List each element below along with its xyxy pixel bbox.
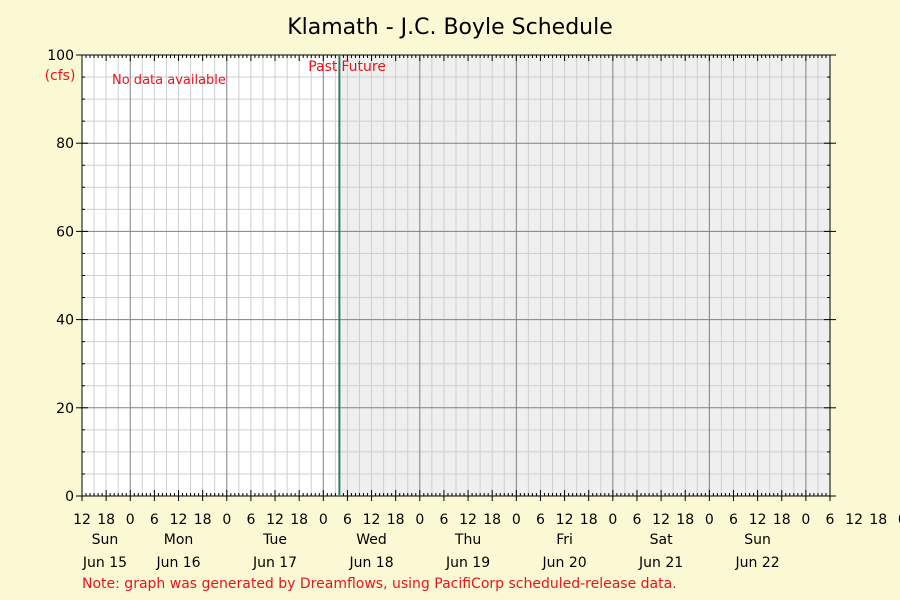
weekday-label: Fri [556, 532, 573, 548]
hour-tick-label: 18 [290, 512, 308, 528]
hour-tick-label: 12 [73, 512, 91, 528]
date-label: Jun 21 [638, 555, 683, 571]
hour-tick-label: 6 [439, 512, 448, 528]
hour-tick-label: 18 [869, 512, 887, 528]
weekday-label: Sun [744, 532, 771, 548]
hour-tick-label: 6 [343, 512, 352, 528]
hour-tick-label: 12 [652, 512, 670, 528]
date-label: Jun 20 [542, 555, 587, 571]
hour-tick-label: 6 [150, 512, 159, 528]
footer-note: Note: graph was generated by Dreamflows,… [82, 576, 677, 592]
hour-tick-label: 12 [266, 512, 284, 528]
date-label: Jun 17 [252, 555, 297, 571]
hour-tick-label: 6 [536, 512, 545, 528]
weekday-label: Sun [92, 532, 119, 548]
hour-tick-label: 18 [97, 512, 115, 528]
hour-tick-label: 12 [749, 512, 767, 528]
hour-tick-label: 12 [556, 512, 574, 528]
hour-tick-label: 0 [512, 512, 521, 528]
hour-tick-label: 18 [580, 512, 598, 528]
hour-tick-label: 0 [415, 512, 424, 528]
hour-tick-label: 18 [194, 512, 212, 528]
y-tick-label: 0 [65, 489, 74, 505]
hour-tick-label: 0 [222, 512, 231, 528]
y-axis: 0 20 40 60 80 100 [47, 48, 836, 505]
hour-tick-label: 12 [845, 512, 863, 528]
hour-tick-label: 0 [705, 512, 714, 528]
date-label: Jun 19 [445, 555, 490, 571]
weekday-label: Sat [650, 532, 673, 548]
y-tick-label: 80 [56, 136, 74, 152]
hour-tick-label: 12 [459, 512, 477, 528]
y-tick-label: 100 [47, 48, 74, 64]
date-label: Jun 15 [82, 555, 127, 571]
date-label: Jun 16 [155, 555, 200, 571]
date-label: Jun 18 [348, 555, 393, 571]
x-axis: 12 18 0 6 12 18 0 6 12 18 0 6 12 18 0 6 12 18 0 6 12 18 0 6 12 18… [73, 512, 900, 571]
chart-title: Klamath - J.C. Boyle Schedule [287, 15, 613, 40]
weekday-label: Thu [454, 532, 481, 548]
hour-tick-label: 0 [608, 512, 617, 528]
hour-tick-label: 18 [676, 512, 694, 528]
y-axis-label: (cfs) [45, 68, 76, 84]
weekday-label: Tue [262, 532, 287, 548]
weekday-label: Mon [164, 532, 194, 548]
y-tick-label: 40 [56, 313, 74, 329]
hour-tick-label: 12 [170, 512, 188, 528]
hour-tick-label: 6 [729, 512, 738, 528]
weekday-label: Wed [356, 532, 387, 548]
future-label: Future [341, 59, 386, 75]
hour-tick-label: 0 [126, 512, 135, 528]
hour-tick-label: 12 [363, 512, 381, 528]
hour-tick-label: 6 [246, 512, 255, 528]
hour-tick-label: 6 [826, 512, 835, 528]
hour-tick-label: 18 [773, 512, 791, 528]
hour-tick-label: 6 [633, 512, 642, 528]
past-label: Past [308, 59, 338, 75]
hour-tick-label: 0 [319, 512, 328, 528]
y-tick-label: 60 [56, 224, 74, 240]
hour-tick-label: 0 [898, 512, 900, 528]
date-label: Jun 22 [735, 555, 780, 571]
y-tick-label: 20 [56, 401, 74, 417]
hour-tick-label: 18 [387, 512, 405, 528]
grid [82, 55, 830, 496]
no-data-message: No data available [112, 73, 226, 88]
hour-tick-label: 18 [483, 512, 501, 528]
hour-tick-label: 0 [801, 512, 810, 528]
